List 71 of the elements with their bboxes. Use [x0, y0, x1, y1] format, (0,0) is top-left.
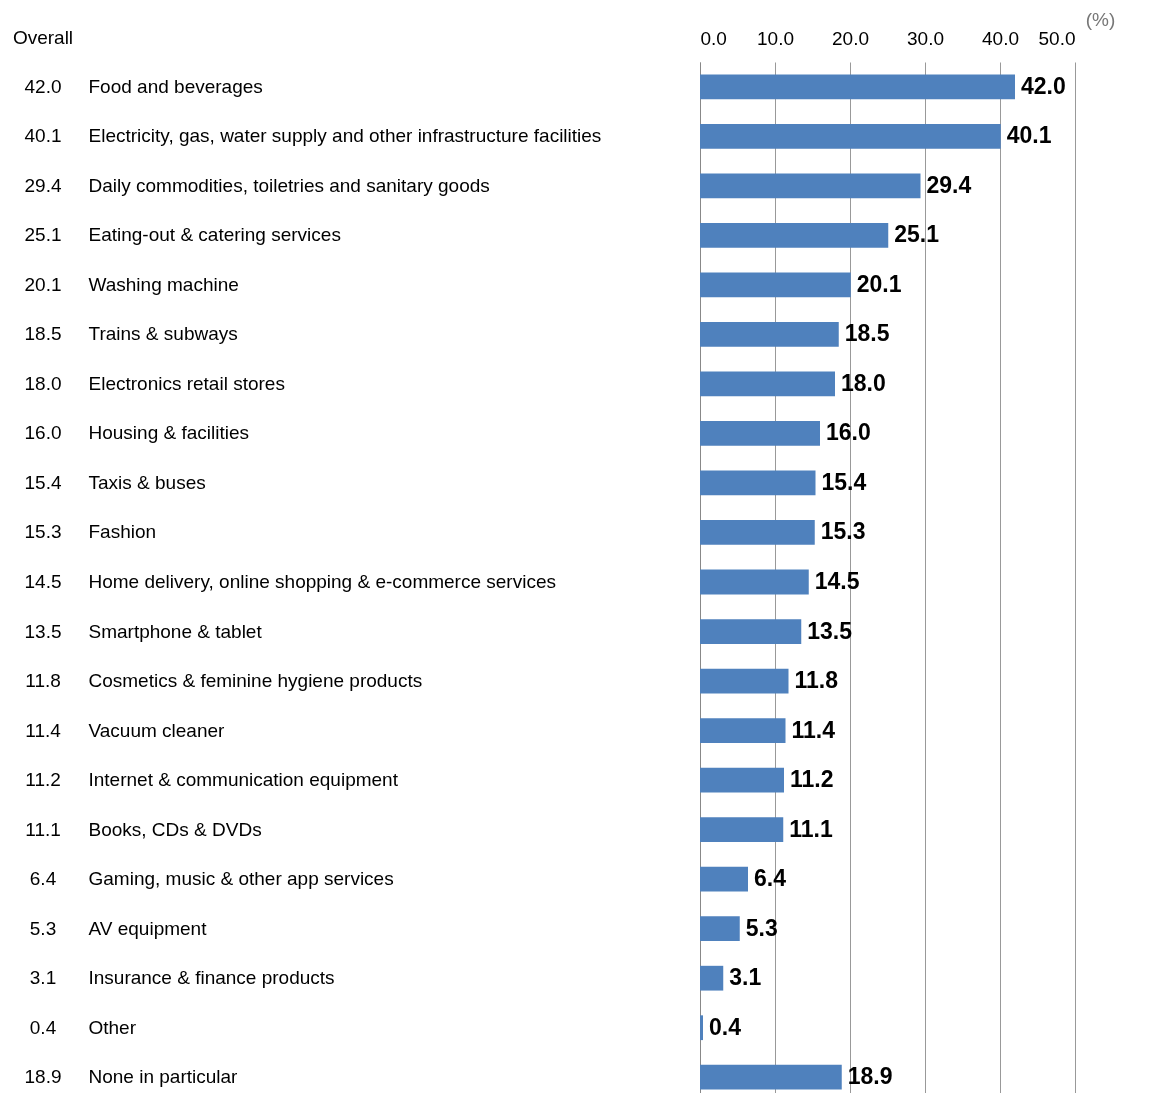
text: 3.1: [729, 964, 762, 991]
x-axis-title: (%): [1085, 8, 1116, 30]
y-tick-label: Eating-out & catering services: [88, 224, 341, 246]
y-tick-label: Insurance & finance products: [88, 967, 335, 989]
text: 20.1: [856, 270, 902, 297]
y-axis-title: Overall: [12, 27, 74, 48]
text: 15.3: [820, 518, 866, 545]
data-label: 11.4: [25, 719, 62, 741]
y-tick-label: Food and beverages: [88, 75, 263, 97]
data-label: 0.4: [29, 1016, 57, 1038]
data-label: 16.0: [24, 422, 62, 444]
y-tick-label: Taxis & buses: [88, 471, 206, 493]
y-tick-label: Electricity, gas, water supply and other infrastructure facilities: [88, 125, 602, 147]
y-tick-label: Housing & facilities: [88, 422, 250, 444]
text: 11.2: [790, 766, 834, 793]
text: 15.4: [821, 468, 867, 495]
text: 11.8: [794, 667, 838, 694]
text: 11.4: [791, 716, 835, 743]
data-label: 5.3: [29, 917, 57, 939]
y-tick-label: Electronics retail stores: [88, 372, 285, 394]
y-tick-label: Daily commodities, toiletries and sanitary goods: [88, 174, 490, 196]
data-label: 42.0: [24, 75, 62, 97]
text: 18.0: [841, 369, 886, 396]
x-tick-label: 50.0: [1038, 27, 1076, 49]
data-label: 3.1: [29, 967, 57, 989]
y-tick-label: Cosmetics & feminine hygiene products: [88, 670, 423, 692]
data-label: 18.9: [24, 1066, 62, 1088]
x-tick-label: 20.0: [832, 27, 869, 49]
text: 25.1: [894, 221, 940, 248]
data-label: 11.2: [25, 769, 61, 791]
y-tick-label: Washing machine: [88, 273, 239, 295]
data-label: 14.5: [24, 571, 62, 592]
data-label: 20.1: [24, 273, 62, 295]
data-label: 18.5: [24, 323, 62, 345]
text: 13.5: [807, 617, 853, 644]
text: 5.3: [745, 914, 778, 941]
data-label: 15.3: [24, 521, 62, 543]
y-tick-label: None in particular: [88, 1066, 239, 1088]
y-tick-label: Vacuum cleaner: [88, 719, 226, 741]
data-label: 40.1: [24, 125, 62, 147]
data-label: 25.1: [24, 224, 62, 246]
x-tick-label: 10.0: [757, 27, 794, 49]
data-label: 11.1: [25, 818, 61, 840]
text: 16.0: [826, 419, 871, 446]
text: 42.0: [1021, 72, 1066, 99]
text: 29.4: [926, 171, 972, 198]
y-tick-label: Fashion: [88, 521, 157, 543]
x-tick-label: 40.0: [982, 27, 1019, 49]
y-tick-label: Home delivery, online shopping & e-commerce services: [88, 571, 556, 592]
y-tick-label: Books, CDs & DVDs: [88, 818, 262, 840]
y-tick-label: AV equipment: [88, 917, 208, 939]
text: 40.1: [1006, 122, 1052, 149]
data-label: 18.0: [24, 372, 62, 394]
y-tick-label: Other: [88, 1016, 137, 1038]
x-tick-label: 0.0: [700, 27, 727, 49]
y-tick-label: Smartphone & tablet: [88, 620, 263, 642]
text: 6.4: [754, 865, 786, 892]
x-tick-label: 30.0: [907, 27, 944, 49]
y-tick-label: Trains & subways: [88, 323, 238, 345]
text: 14.5: [814, 568, 860, 594]
y-tick-label: Internet & communication equipment: [88, 769, 399, 791]
text: 11.1: [789, 815, 833, 842]
data-label: 15.4: [24, 471, 62, 493]
data-label: 11.8: [25, 670, 61, 692]
data-label: 6.4: [29, 868, 57, 890]
text: 0.4: [709, 1013, 741, 1040]
data-label: 13.5: [24, 620, 62, 642]
y-tick-label: Gaming, music & other app services: [88, 868, 394, 890]
data-label: 29.4: [24, 174, 62, 196]
text: 18.5: [844, 320, 890, 347]
text: 18.9: [847, 1063, 893, 1090]
